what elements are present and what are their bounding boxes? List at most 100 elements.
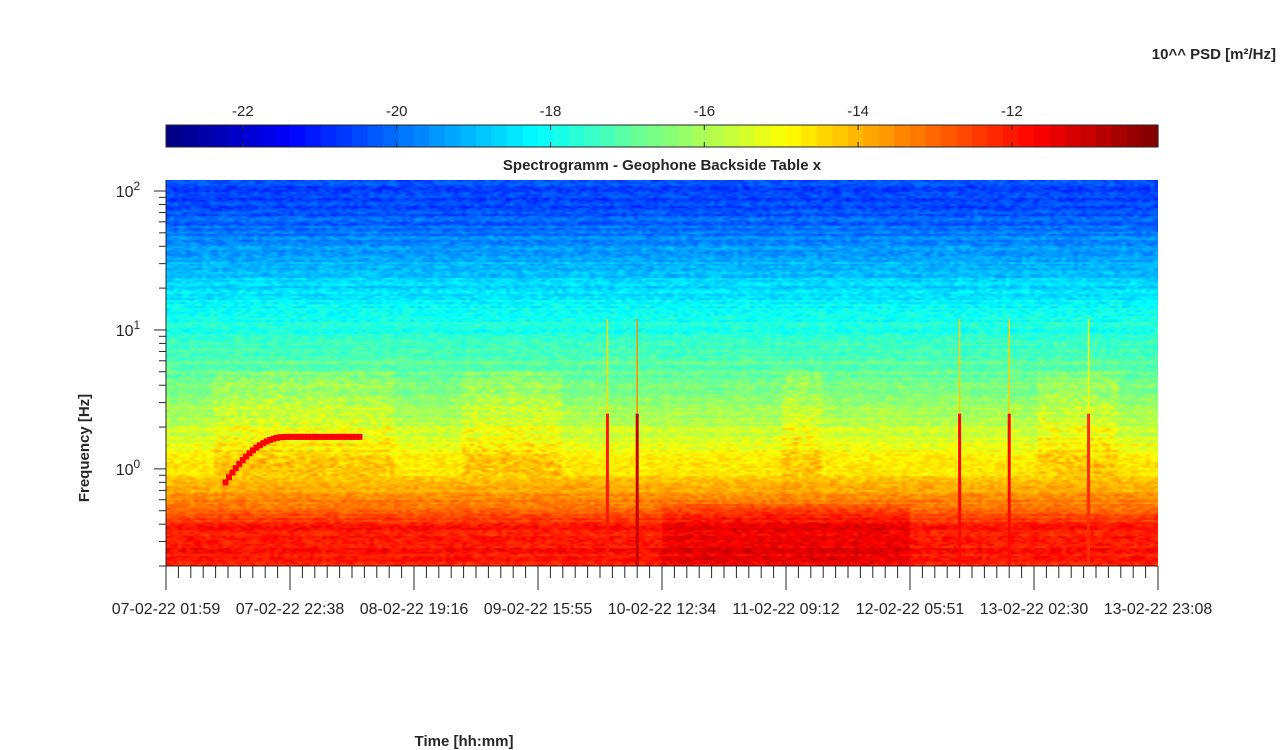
colorbar-segment xyxy=(817,125,834,147)
colorbar-segment xyxy=(290,125,307,147)
spectrogram-features xyxy=(222,318,1091,566)
y-tick-label: 100 xyxy=(116,457,141,479)
colorbar-segment xyxy=(1034,125,1051,147)
ramp-line-point xyxy=(325,433,332,440)
colorbar-segment xyxy=(522,125,539,147)
ramp-line-point xyxy=(253,444,260,451)
colorbar-segment xyxy=(553,125,570,147)
colorbar-segment xyxy=(972,125,989,147)
colorbar-segment xyxy=(770,125,787,147)
axes: 100 101 102 07-02-22 01:59 07-02-22 22:38 08-… xyxy=(112,179,1213,618)
ramp-line-point xyxy=(267,436,274,443)
colorbar-segment xyxy=(941,125,958,147)
colorbar-segment xyxy=(212,125,229,147)
ramp-line-point xyxy=(222,479,229,486)
colorbar-segment xyxy=(1018,125,1035,147)
colorbar-segment xyxy=(1111,125,1128,147)
ramp-line-point xyxy=(308,433,315,440)
ramp-line-point xyxy=(243,453,250,460)
ramp-line-point xyxy=(287,433,294,440)
x-tick-label: 13-02-22 23:08 xyxy=(1104,601,1213,618)
colorbar-segment xyxy=(631,125,648,147)
colorbar-segment xyxy=(925,125,942,147)
ramp-line-point xyxy=(353,433,360,440)
colorbar-segment xyxy=(507,125,524,147)
colorbar-segment xyxy=(755,125,772,147)
ramp-line-point xyxy=(239,457,246,464)
colorbar-segment xyxy=(894,125,911,147)
chart-title: Spectrogramm - Geophone Backside Table x xyxy=(503,157,822,174)
ramp-line-point xyxy=(346,433,353,440)
colorbar-segment xyxy=(197,125,214,147)
colorbar-segment xyxy=(476,125,493,147)
colorbar-segment xyxy=(956,125,973,147)
colorbar-segment xyxy=(739,125,756,147)
colorbar-segment xyxy=(367,125,384,147)
colorbar-frame xyxy=(165,124,1159,148)
heatmap-image xyxy=(166,180,1158,566)
ramp-line-point xyxy=(291,433,298,440)
ramp-line-point xyxy=(304,433,311,440)
x-tick-label: 07-02-22 01:59 xyxy=(112,601,221,618)
colorbar-segment xyxy=(879,125,896,147)
colorbar-segment xyxy=(166,125,183,147)
colorbar-segment xyxy=(584,125,601,147)
y-tick-label: 102 xyxy=(116,179,141,201)
colorbar: -22 -20 -18 -16 -14 -12 xyxy=(165,103,1159,148)
ramp-line-point xyxy=(298,433,305,440)
ramp-line-point xyxy=(260,440,267,447)
colorbar-segment xyxy=(569,125,586,147)
colorbar-segment xyxy=(445,125,462,147)
x-tick-label: 11-02-22 09:12 xyxy=(732,601,839,618)
ramp-line-point xyxy=(280,433,287,440)
colorbar-segment xyxy=(243,125,260,147)
colorbar-segment xyxy=(228,125,245,147)
y-axis-label: Frequency [Hz] xyxy=(76,394,93,502)
colorbar-tick-label: -16 xyxy=(693,103,715,120)
ramp-line-point xyxy=(284,433,291,440)
colorbar-segment xyxy=(646,125,663,147)
colorbar-segment xyxy=(708,125,725,147)
ramp-line-point xyxy=(270,435,277,442)
colorbar-segment xyxy=(336,125,353,147)
ramp-line-point xyxy=(256,442,263,449)
colorbar-segment xyxy=(460,125,477,147)
y-tick-label: 101 xyxy=(116,318,141,340)
colorbar-segment xyxy=(662,125,679,147)
ramp-line-point xyxy=(315,433,322,440)
colorbar-segment xyxy=(615,125,632,147)
ramp-line-point xyxy=(332,433,339,440)
colorbar-segment xyxy=(693,125,710,147)
colorbar-segment xyxy=(910,125,927,147)
colorbar-segment xyxy=(724,125,741,147)
colorbar-segment xyxy=(832,125,849,147)
colorbar-segment xyxy=(398,125,415,147)
ramp-line-point xyxy=(294,433,301,440)
ramp-line-point xyxy=(328,433,335,440)
colorbar-tick-label: -14 xyxy=(847,103,869,120)
ramp-line-point xyxy=(277,434,284,441)
x-tick-label: 09-02-22 15:55 xyxy=(484,601,593,618)
colorbar-segment xyxy=(429,125,446,147)
ramp-line-point xyxy=(229,469,236,476)
colorbar-label: 10^^ PSD [m²/Hz] xyxy=(1152,46,1276,63)
spectrogram-heatmap xyxy=(166,180,1158,566)
colorbar-segment xyxy=(305,125,322,147)
colorbar-segment xyxy=(259,125,276,147)
colorbar-segment xyxy=(677,125,694,147)
colorbar-segment xyxy=(863,125,880,147)
colorbar-tick-label: -12 xyxy=(1001,103,1023,120)
ramp-line-point xyxy=(249,447,256,454)
colorbar-segment xyxy=(274,125,291,147)
colorbar-segment xyxy=(491,125,508,147)
ramp-line-point xyxy=(263,438,270,445)
ramp-line-point xyxy=(232,465,239,472)
colorbar-segment xyxy=(1080,125,1097,147)
colorbar-segment xyxy=(1003,125,1020,147)
colorbar-segment xyxy=(1049,125,1066,147)
x-tick-label: 13-02-22 02:30 xyxy=(980,601,1089,618)
colorbar-segment xyxy=(801,125,818,147)
colorbar-segment xyxy=(987,125,1004,147)
colorbar-segment xyxy=(321,125,338,147)
